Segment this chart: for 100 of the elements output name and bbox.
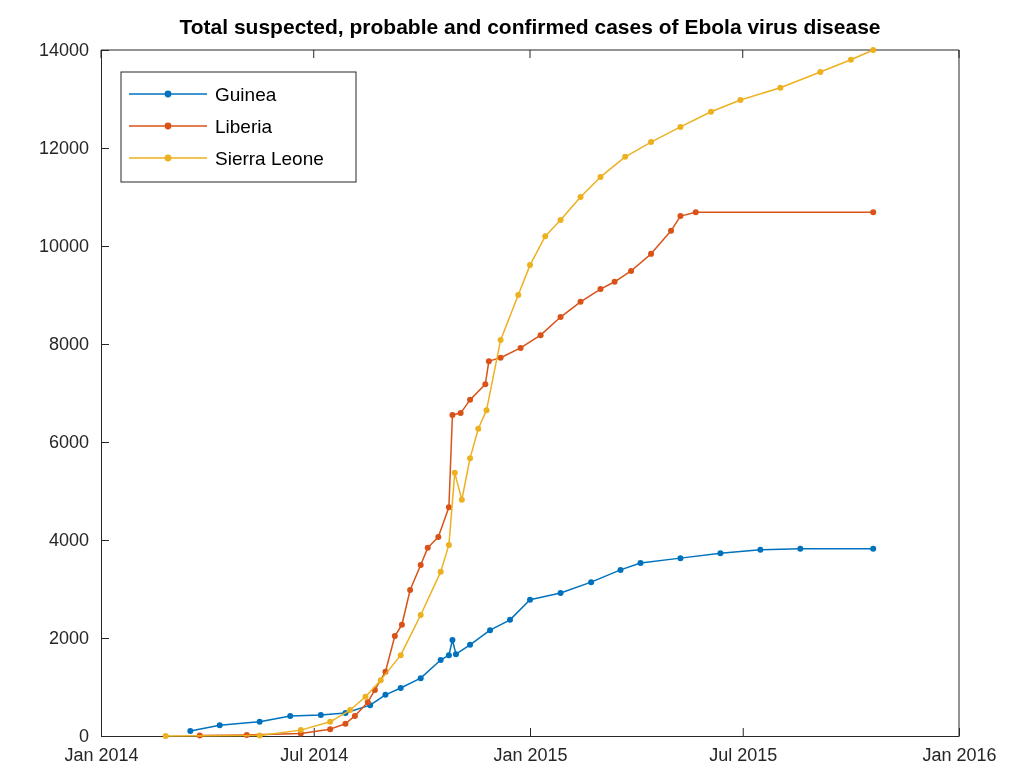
- point: [347, 707, 354, 714]
- point: [187, 728, 194, 735]
- point: [527, 596, 533, 603]
- point: [467, 641, 474, 648]
- point: [351, 712, 358, 719]
- chart-title: Total suspected, probable and confirmed cases of Ebola virus disease: [179, 15, 881, 38]
- point: [482, 381, 489, 388]
- point: [692, 209, 699, 216]
- point: [617, 566, 624, 573]
- point: [445, 652, 452, 659]
- point: [382, 691, 389, 698]
- point: [342, 720, 349, 727]
- point: [424, 544, 431, 551]
- point: [637, 560, 644, 567]
- point: [597, 286, 604, 293]
- point: [417, 675, 424, 682]
- y-tick-label: 2000: [48, 628, 89, 649]
- point: [483, 407, 490, 414]
- point: [437, 657, 444, 664]
- point: [397, 652, 404, 659]
- point: [435, 534, 442, 541]
- point: [577, 194, 584, 200]
- point: [717, 550, 724, 557]
- legend-label: Guinea: [215, 84, 277, 105]
- point: [797, 545, 804, 552]
- point: [317, 711, 324, 718]
- point: [327, 726, 334, 733]
- point: [677, 555, 684, 562]
- point: [362, 693, 369, 700]
- point: [777, 84, 784, 91]
- point: [577, 298, 584, 305]
- point: [417, 561, 424, 568]
- point: [475, 425, 482, 432]
- point: [622, 153, 629, 160]
- point: [457, 410, 464, 417]
- x-tick-label: Jan 2014: [64, 744, 139, 765]
- point: [445, 541, 452, 548]
- point: [648, 250, 655, 257]
- point: [677, 123, 684, 130]
- y-tick-label: 4000: [48, 530, 89, 551]
- point: [327, 718, 334, 725]
- point: [517, 344, 524, 351]
- y-tick-label: 14000: [38, 40, 89, 61]
- point: [162, 733, 169, 739]
- point: [708, 108, 714, 115]
- point: [256, 732, 263, 739]
- point: [497, 354, 504, 361]
- point: [648, 139, 655, 146]
- point: [537, 332, 544, 339]
- point: [256, 718, 263, 725]
- point: [588, 579, 595, 586]
- point: [398, 621, 405, 628]
- point: [451, 469, 458, 476]
- point: [557, 217, 564, 224]
- point: [677, 213, 684, 220]
- point: [287, 712, 294, 719]
- point: [407, 586, 414, 593]
- point: [216, 722, 223, 729]
- point: [527, 262, 533, 269]
- point: [557, 589, 564, 596]
- point: [445, 504, 452, 511]
- point: [870, 209, 877, 216]
- point: [507, 616, 514, 623]
- point: [847, 56, 854, 63]
- point: [449, 412, 456, 419]
- point: [737, 96, 744, 103]
- point: [377, 677, 384, 684]
- point: [458, 496, 465, 503]
- point: [611, 278, 618, 285]
- point: [817, 69, 824, 76]
- point: [628, 267, 635, 274]
- point: [497, 337, 504, 344]
- point: [515, 292, 522, 298]
- y-tick-label: 8000: [48, 334, 89, 355]
- legend-label: Liberia: [215, 116, 273, 137]
- legend-label: Sierra Leone: [215, 148, 324, 169]
- point: [870, 545, 877, 552]
- point: [452, 651, 459, 658]
- point: [597, 173, 604, 180]
- y-tick-label: 10000: [38, 236, 89, 257]
- y-tick-label: 6000: [48, 432, 89, 453]
- point: [668, 227, 675, 234]
- point: [485, 358, 492, 365]
- x-tick-label: Jul 2014: [280, 744, 349, 765]
- point: [467, 455, 474, 462]
- point: [467, 396, 474, 403]
- point: [487, 627, 494, 634]
- x-tick-label: Jan 2015: [493, 744, 568, 765]
- point: [391, 633, 398, 640]
- point: [870, 47, 877, 53]
- x-tick-label: Jul 2015: [709, 744, 778, 765]
- point: [397, 684, 404, 691]
- point: [437, 568, 444, 575]
- point: [449, 636, 456, 643]
- point: [557, 314, 564, 321]
- point: [757, 546, 764, 553]
- point: [417, 611, 424, 618]
- y-tick-label: 0: [78, 726, 89, 747]
- point: [542, 233, 549, 240]
- y-tick-label: 12000: [38, 138, 89, 159]
